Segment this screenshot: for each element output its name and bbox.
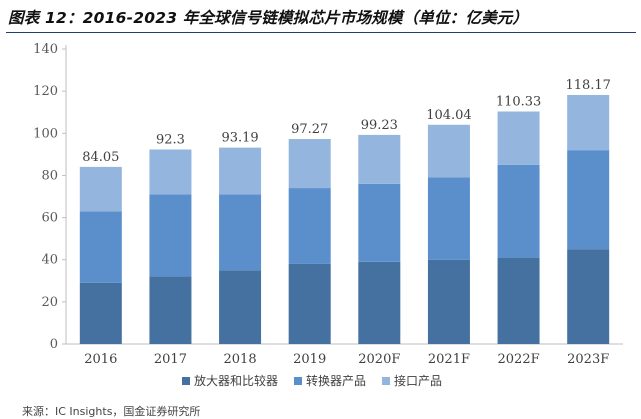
- x-tick-label: 2023F: [567, 352, 609, 367]
- x-tick-label: 2017: [154, 352, 187, 367]
- title-rule: [6, 32, 636, 33]
- legend-swatch-1: [182, 377, 190, 385]
- legend-label-1: 放大器和比较器: [194, 373, 278, 388]
- source-note: 来源：IC Insights，国金证券研究所: [22, 405, 201, 418]
- bar-segment-1: [149, 276, 192, 344]
- y-tick-label: 0: [50, 337, 58, 352]
- bar-segment-2: [219, 194, 262, 271]
- y-tick-label: 40: [41, 253, 58, 268]
- bar-segment-1: [79, 282, 122, 344]
- x-tick-label: 2021F: [428, 352, 470, 367]
- y-tick-label: 60: [41, 211, 58, 226]
- bar-total-label: 97.27: [291, 122, 328, 137]
- bar-segment-1: [288, 263, 331, 344]
- bar-total-label: 104.04: [426, 108, 472, 123]
- bar-segment-3: [358, 134, 401, 184]
- legend-label-3: 接口产品: [394, 373, 442, 388]
- y-tick-label: 120: [33, 84, 58, 99]
- bar-total-label: 92.3: [156, 133, 185, 148]
- bar-segment-3: [149, 149, 192, 195]
- bar-segment-3: [427, 124, 470, 178]
- bar-segment-1: [567, 249, 610, 344]
- bar-total-label: 110.33: [496, 95, 542, 110]
- bar-segment-3: [219, 147, 262, 195]
- bar-segment-2: [149, 194, 192, 277]
- x-tick-label: 2018: [224, 352, 257, 367]
- bar-segment-2: [497, 164, 540, 258]
- x-tick-label: 2019: [293, 352, 326, 367]
- bar-segment-3: [567, 94, 610, 151]
- bar-segment-2: [567, 150, 610, 250]
- bar-total-label: 84.05: [82, 150, 119, 165]
- bar-segment-1: [427, 259, 470, 344]
- bar-segment-1: [497, 257, 540, 344]
- bar-segment-3: [288, 139, 331, 189]
- bar-segment-2: [288, 188, 331, 264]
- legend-label-2: 转换器产品: [306, 373, 366, 388]
- bar-segment-3: [79, 166, 122, 212]
- bar-segment-2: [79, 211, 122, 283]
- bar-segment-3: [497, 111, 540, 165]
- bar-total-label: 93.19: [221, 131, 258, 146]
- bar-segment-2: [358, 183, 401, 262]
- x-tick-label: 2020F: [358, 352, 400, 367]
- bar-segment-2: [427, 177, 470, 260]
- y-tick-label: 100: [33, 126, 58, 141]
- legend-swatch-3: [382, 377, 391, 385]
- bar-total-label: 99.23: [361, 118, 398, 133]
- bar-segment-1: [219, 270, 262, 344]
- bar-total-label: 118.17: [565, 78, 611, 93]
- legend-swatch-2: [294, 377, 303, 385]
- bar-segment-1: [358, 261, 401, 344]
- x-tick-label: 2022F: [498, 352, 540, 367]
- figure-title: 图表 12：2016-2023 年全球信号链模拟芯片市场规模（单位：亿美元）: [8, 9, 529, 27]
- y-tick-label: 80: [41, 168, 58, 183]
- x-tick-label: 2016: [84, 352, 117, 367]
- y-tick-label: 140: [33, 42, 58, 57]
- y-tick-label: 20: [41, 295, 58, 310]
